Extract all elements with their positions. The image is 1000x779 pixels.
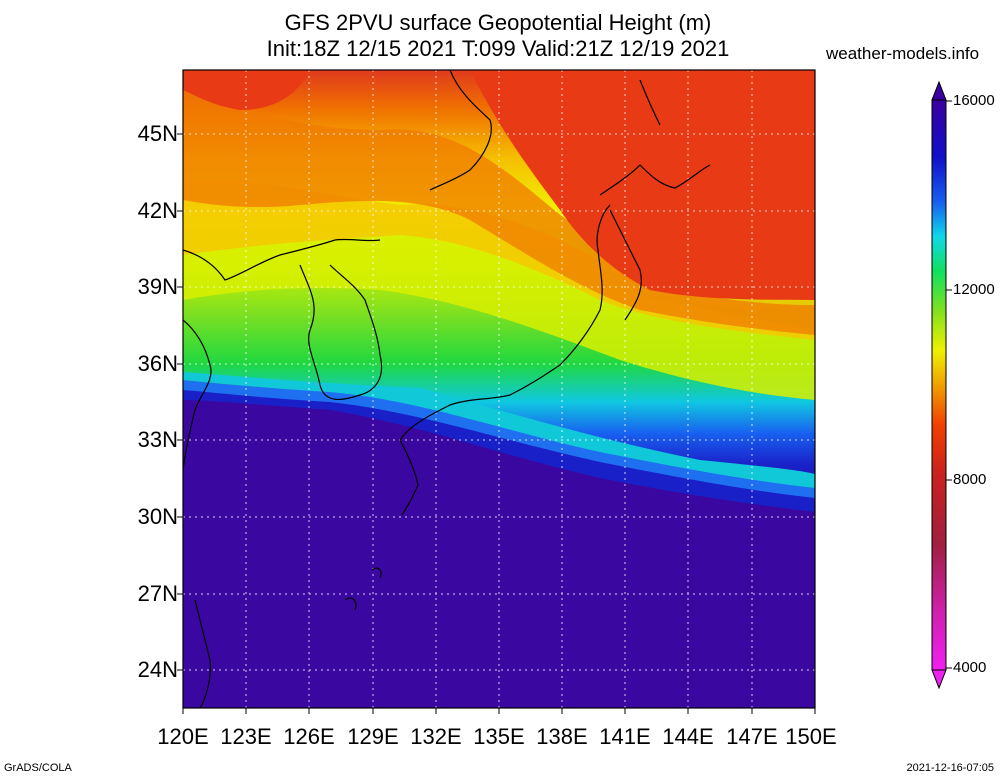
footer-software: GrADS/COLA bbox=[4, 762, 72, 774]
lon-label: 141E bbox=[599, 724, 651, 749]
colorbar-label: 8000 bbox=[953, 471, 987, 488]
footer-timestamp: 2021-12-16-07:05 bbox=[906, 762, 994, 774]
lon-label: 123E bbox=[220, 724, 272, 749]
lon-label: 135E bbox=[473, 724, 525, 749]
lon-label: 129E bbox=[347, 724, 399, 749]
source-credit: weather-models.info bbox=[826, 44, 980, 63]
lat-label: 39N bbox=[137, 274, 178, 299]
lon-label: 147E bbox=[726, 724, 778, 749]
lat-label: 27N bbox=[137, 581, 178, 606]
lat-label: 24N bbox=[137, 657, 178, 682]
colorbar-label: 16000 bbox=[953, 92, 995, 109]
lon-label: 150E bbox=[785, 724, 837, 749]
lon-label: 120E bbox=[157, 724, 209, 749]
lat-label: 45N bbox=[137, 121, 178, 146]
lon-label: 144E bbox=[662, 724, 714, 749]
chart-title: GFS 2PVU surface Geopotential Height (m) bbox=[284, 10, 712, 35]
colorbar-label: 12000 bbox=[953, 281, 995, 298]
lat-label: 30N bbox=[137, 504, 178, 529]
colorbar bbox=[931, 80, 952, 690]
lon-label: 126E bbox=[283, 724, 335, 749]
colorbar-label: 4000 bbox=[953, 659, 987, 676]
chart-subtitle: Init:18Z 12/15 2021 T:099 Valid:21Z 12/1… bbox=[266, 36, 730, 61]
lat-label: 36N bbox=[137, 351, 178, 376]
lat-label: 33N bbox=[137, 427, 178, 452]
lon-label: 132E bbox=[410, 724, 462, 749]
lat-label: 42N bbox=[137, 198, 178, 223]
lon-label: 138E bbox=[536, 724, 588, 749]
height-field bbox=[183, 70, 815, 708]
